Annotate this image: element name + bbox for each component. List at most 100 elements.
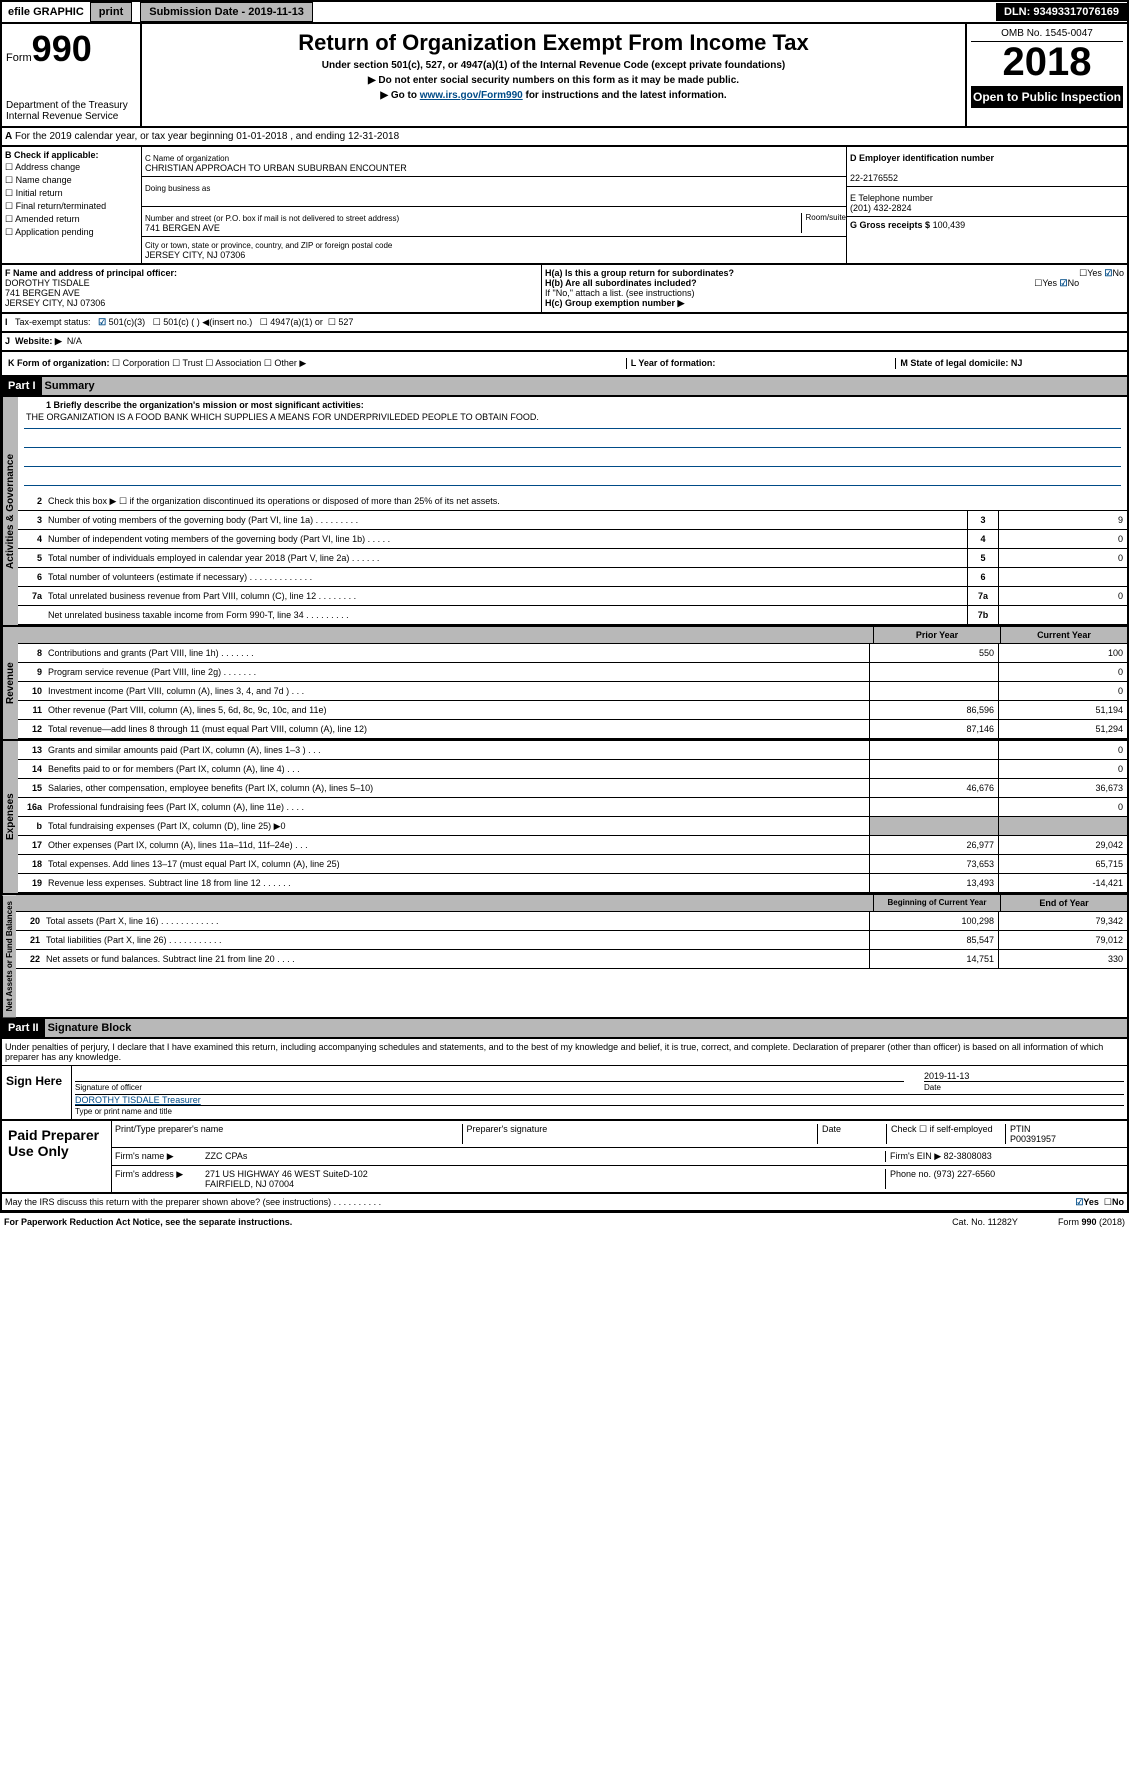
- k-corp: Corporation: [123, 358, 170, 368]
- k-assoc: Association: [215, 358, 261, 368]
- dln: DLN: 93493317076169: [996, 3, 1127, 21]
- preparer-sig-label: Preparer's signature: [462, 1124, 818, 1144]
- firm-name-label: Firm's name ▶: [115, 1151, 205, 1162]
- part1-header: Part I Summary: [0, 377, 1129, 397]
- date-label: Date: [924, 1083, 941, 1092]
- hc-label: H(c) Group exemption number ▶: [545, 298, 684, 308]
- col-c: C Name of organizationCHRISTIAN APPROACH…: [142, 147, 847, 263]
- ein-label: D Employer identification number: [850, 153, 994, 163]
- phone-label: Phone no.: [890, 1169, 931, 1179]
- 501c3: 501(c)(3): [109, 317, 146, 327]
- firm-ein: 82-3808083: [944, 1151, 992, 1161]
- row-i: I Tax-exempt status: ☑ 501(c)(3) ☐ 501(c…: [0, 314, 1129, 333]
- firm-name: ZZC CPAs: [205, 1151, 885, 1162]
- subtitle-3: ▶ Go to www.irs.gov/Form990 for instruct…: [148, 90, 959, 101]
- firm-phone: (973) 227-6560: [934, 1169, 996, 1179]
- efile-label: efile GRAPHIC: [2, 6, 90, 18]
- officer-city: JERSEY CITY, NJ 07306: [5, 298, 105, 308]
- subtitle-1: Under section 501(c), 527, or 4947(a)(1)…: [148, 60, 959, 71]
- part2-header: Part II Signature Block: [0, 1019, 1129, 1039]
- officer-name: DOROTHY TISDALE: [5, 278, 90, 288]
- ptin: P00391957: [1010, 1134, 1056, 1144]
- chk-amended[interactable]: ☐ Amended return: [5, 214, 138, 225]
- governance-section: Activities & Governance 1 Briefly descri…: [0, 397, 1129, 627]
- city-label: City or town, state or province, country…: [145, 241, 392, 250]
- telephone: (201) 432-2824: [850, 203, 912, 213]
- col-h: H(a) Is this a group return for subordin…: [542, 265, 1127, 312]
- chk-final[interactable]: ☐ Final return/terminated: [5, 201, 138, 212]
- signature-block: Under penalties of perjury, I declare th…: [0, 1039, 1129, 1121]
- department: Department of the Treasury Internal Reve…: [6, 100, 136, 122]
- expenses-section: Expenses 13Grants and similar amounts pa…: [0, 741, 1129, 895]
- website-label: Website: ▶: [15, 336, 62, 346]
- officer-addr: 741 BERGEN AVE: [5, 288, 80, 298]
- 501c: 501(c) ( ) ◀(insert no.): [163, 317, 252, 327]
- tel-label: E Telephone number: [850, 193, 933, 203]
- website-value: N/A: [67, 336, 82, 346]
- net-assets-section: Net Assets or Fund Balances Beginning of…: [0, 895, 1129, 1019]
- inspection-badge: Open to Public Inspection: [971, 86, 1123, 108]
- 4947: 4947(a)(1) or: [270, 317, 323, 327]
- firm-addr-label: Firm's address ▶: [115, 1169, 205, 1189]
- part2-title: Signature Block: [45, 1019, 1127, 1037]
- self-emp-label: Check ☐ if self-employed: [886, 1124, 1005, 1144]
- part1-title: Summary: [42, 377, 1127, 395]
- sig-date: 2019-11-13: [924, 1071, 1124, 1082]
- mission-question: 1 Briefly describe the organization's mi…: [46, 400, 364, 410]
- m-label: M State of legal domicile: NJ: [900, 358, 1022, 368]
- revenue-label: Revenue: [2, 627, 18, 739]
- net-blank: [16, 895, 873, 911]
- discuss-no: No: [1112, 1197, 1124, 1207]
- row-a-text: For the 2019 calendar year, or tax year …: [15, 131, 399, 142]
- footer: For Paperwork Reduction Act Notice, see …: [0, 1212, 1129, 1231]
- ha-label: H(a) Is this a group return for subordin…: [545, 268, 734, 278]
- revenue-section: Revenue Prior YearCurrent Year 8Contribu…: [0, 627, 1129, 741]
- chk-address[interactable]: ☐ Address change: [5, 162, 138, 173]
- tax-year: 2018: [971, 42, 1123, 82]
- firm-addr: 271 US HIGHWAY 46 WEST SuiteD-102: [205, 1169, 368, 1179]
- status-label: Tax-exempt status:: [15, 317, 91, 327]
- governance-label: Activities & Governance: [2, 397, 18, 625]
- chk-initial[interactable]: ☐ Initial return: [5, 188, 138, 199]
- name-label: C Name of organization: [145, 154, 229, 163]
- dba-label: Doing business as: [145, 184, 210, 193]
- street-address: 741 BERGEN AVE: [145, 223, 220, 233]
- paid-label: Paid Preparer Use Only: [2, 1121, 112, 1192]
- submission-date: Submission Date - 2019-11-13: [140, 2, 313, 22]
- org-name: CHRISTIAN APPROACH TO URBAN SUBURBAN ENC…: [145, 163, 407, 173]
- prior-year-hdr: Prior Year: [873, 627, 1000, 643]
- cat-no: Cat. No. 11282Y: [952, 1217, 1018, 1227]
- mission-blank1: [24, 429, 1121, 448]
- form-id-box: Form990 Department of the Treasury Inter…: [2, 24, 142, 126]
- ein: 22-2176552: [850, 173, 898, 183]
- firm-city: FAIRFIELD, NJ 07004: [205, 1179, 294, 1189]
- preparer-name-label: Print/Type preparer's name: [115, 1124, 462, 1144]
- row-k: K Form of organization: ☐ Corporation ☐ …: [0, 352, 1129, 377]
- net-label: Net Assets or Fund Balances: [2, 895, 16, 1017]
- row-j: J Website: ▶ N/A: [0, 333, 1129, 352]
- header-bar: efile GRAPHIC print Submission Date - 20…: [0, 0, 1129, 24]
- ptin-label: PTIN: [1010, 1124, 1031, 1134]
- form-number: 990: [32, 28, 92, 69]
- section-fh: F Name and address of principal officer:…: [0, 265, 1129, 314]
- prep-date-label: Date: [817, 1124, 886, 1144]
- chk-name[interactable]: ☐ Name change: [5, 175, 138, 186]
- form990-link[interactable]: www.irs.gov/Form990: [420, 90, 523, 101]
- expenses-label: Expenses: [2, 741, 18, 893]
- officer-signed-name: DOROTHY TISDALE Treasurer: [75, 1095, 201, 1105]
- rev-blank: [18, 627, 873, 643]
- main-title: Return of Organization Exempt From Incom…: [148, 30, 959, 56]
- k-label: K Form of organization:: [8, 358, 110, 368]
- print-button[interactable]: print: [90, 2, 132, 22]
- perjury-text: Under penalties of perjury, I declare th…: [2, 1039, 1127, 1066]
- l-label: L Year of formation:: [631, 358, 716, 368]
- type-name-label: Type or print name and title: [75, 1107, 172, 1116]
- footer-form: 990: [1081, 1217, 1096, 1227]
- form-prefix: Form: [6, 52, 32, 64]
- end-year-hdr: End of Year: [1000, 895, 1127, 911]
- gross-label: G Gross receipts $: [850, 220, 930, 230]
- mission-blank3: [24, 467, 1121, 486]
- chk-pending[interactable]: ☐ Application pending: [5, 227, 138, 238]
- col-b-label: B Check if applicable:: [5, 150, 99, 160]
- pra-notice: For Paperwork Reduction Act Notice, see …: [4, 1217, 292, 1227]
